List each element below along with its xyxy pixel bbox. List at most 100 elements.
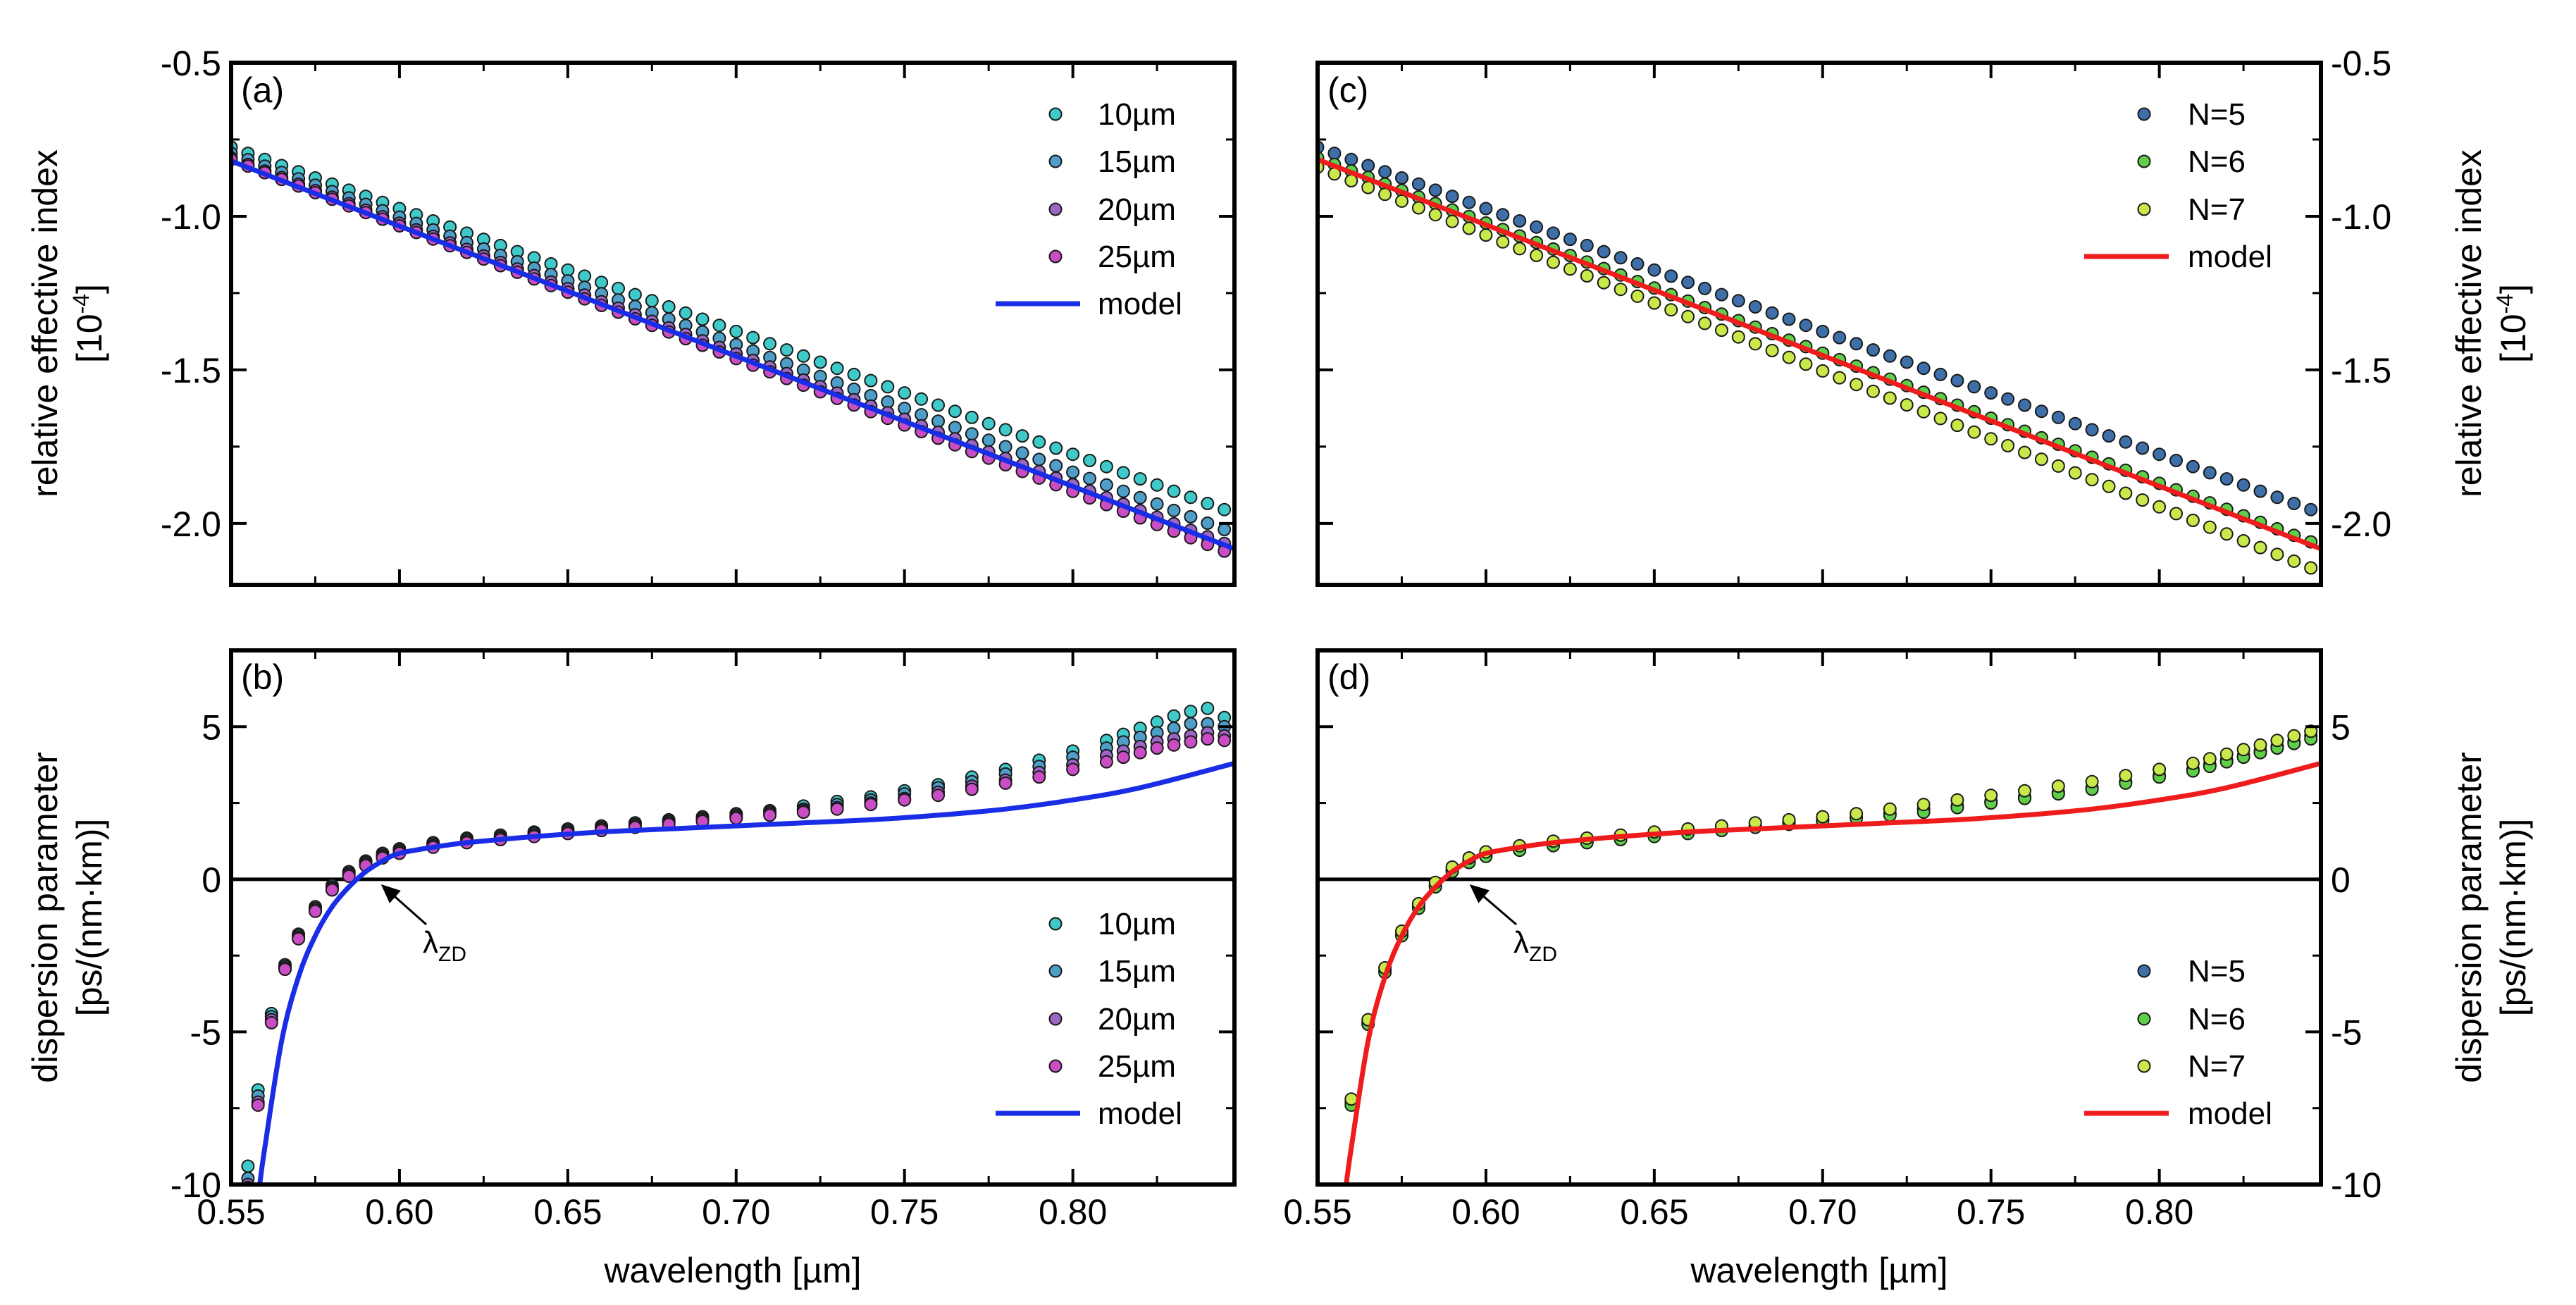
panel-d-annotation: λZD bbox=[1469, 884, 1557, 966]
data-point-25um bbox=[264, 1015, 278, 1029]
data-point-10um bbox=[864, 373, 878, 388]
data-point-n7 bbox=[2018, 784, 2031, 798]
panel-b-annotation: λZD bbox=[380, 884, 466, 966]
data-point-25um bbox=[729, 811, 743, 825]
data-point-n5 bbox=[2136, 441, 2150, 455]
legend-item-n6: N=6 bbox=[2137, 144, 2246, 179]
data-point-10um bbox=[948, 404, 962, 419]
data-point-n5 bbox=[1361, 159, 1375, 173]
x-axis-label-left: wavelength [µm] bbox=[603, 1251, 861, 1290]
y-axis-label-top-right: relative effective index [10-4] bbox=[2449, 149, 2533, 497]
data-point-n7 bbox=[2270, 734, 2284, 748]
data-point-25um bbox=[251, 1098, 265, 1112]
data-point-25um bbox=[796, 805, 810, 820]
y-tick-label: -1.5 bbox=[2331, 351, 2391, 390]
data-point-n5 bbox=[1479, 202, 1493, 216]
data-point-15um bbox=[915, 408, 929, 422]
data-point-n5 bbox=[1428, 183, 1442, 197]
data-point-n5 bbox=[1850, 337, 1864, 351]
data-point-25um bbox=[763, 808, 777, 822]
data-point-n5 bbox=[1378, 165, 1392, 179]
legend-label: N=7 bbox=[2188, 1049, 2246, 1084]
data-point-n5 bbox=[2236, 478, 2250, 492]
data-point-15um bbox=[1066, 465, 1080, 479]
legend-label: model bbox=[2188, 240, 2272, 274]
x-tick-label: 0.80 bbox=[2125, 1192, 2193, 1232]
data-point-n5 bbox=[1933, 367, 1948, 381]
data-point-10um bbox=[1167, 709, 1181, 723]
data-point-n7 bbox=[2034, 452, 2048, 466]
data-point-n5 bbox=[1714, 287, 1728, 302]
data-point-n7 bbox=[2287, 729, 2301, 743]
data-point-n7 bbox=[1597, 276, 1611, 290]
data-point-n7 bbox=[1664, 303, 1678, 317]
data-point-n5 bbox=[1496, 208, 1510, 222]
legend-label: 10µm bbox=[1098, 907, 1176, 941]
data-point-n5 bbox=[1866, 343, 1880, 357]
data-point-n7 bbox=[1580, 269, 1594, 283]
panel-b-data bbox=[231, 701, 1234, 1185]
legend-item-20um: 20µm bbox=[1048, 1002, 1176, 1037]
panel-c-frame bbox=[1315, 61, 2323, 587]
data-point-10um bbox=[763, 337, 777, 351]
data-point-n5 bbox=[1833, 330, 1847, 345]
data-point-n7 bbox=[1967, 425, 1981, 439]
y-label-line2: [10-4] bbox=[2492, 284, 2533, 363]
legend-label: 25µm bbox=[1098, 240, 1176, 274]
data-point-10um bbox=[998, 423, 1013, 437]
data-point-n7 bbox=[1950, 419, 1964, 433]
data-point-n7 bbox=[1411, 201, 1425, 215]
data-point-n7 bbox=[2102, 479, 2116, 493]
data-point-n7 bbox=[1916, 798, 1931, 812]
data-point-n7 bbox=[2219, 747, 2234, 761]
data-point-n5 bbox=[1799, 318, 1813, 333]
legend-label: model bbox=[2188, 1096, 2272, 1131]
data-point-n7 bbox=[2153, 500, 2167, 514]
x-tick-label: 0.60 bbox=[1451, 1192, 1520, 1232]
data-point-n7 bbox=[2253, 540, 2267, 555]
data-point-n7 bbox=[2051, 779, 2065, 793]
data-point-n7 bbox=[1883, 391, 1897, 405]
y-tick-label: -1.5 bbox=[161, 351, 221, 390]
data-point-n5 bbox=[1748, 300, 1762, 314]
data-point-15um bbox=[1015, 446, 1029, 460]
data-point-25um bbox=[830, 802, 844, 816]
data-point-n5 bbox=[2270, 490, 2284, 505]
data-point-15um bbox=[1184, 509, 1198, 524]
panel-c-ticks: -0.5 -1.0 -1.5 -2.0 bbox=[1316, 44, 2391, 585]
legend-item-n7: N=7 bbox=[2137, 192, 2246, 227]
data-point-n7 bbox=[1799, 357, 1813, 371]
legend-item-model: model bbox=[2084, 240, 2272, 274]
data-point-n7 bbox=[2236, 743, 2250, 757]
legend-label: N=5 bbox=[2188, 954, 2246, 989]
data-point-15um bbox=[1201, 517, 1215, 530]
data-point-10um bbox=[881, 380, 895, 394]
model-line bbox=[257, 760, 1234, 1185]
panel-c-legend: N=5 N=6 N=7 model bbox=[2084, 97, 2272, 274]
data-point-n5 bbox=[2001, 392, 2015, 406]
x-tick-label: 0.55 bbox=[1283, 1192, 1351, 1232]
data-point-n7 bbox=[2018, 445, 2031, 459]
legend-item-15um: 15µm bbox=[1048, 954, 1176, 989]
y-tick-label: -5 bbox=[190, 1013, 221, 1052]
data-point-n7 bbox=[1630, 289, 1645, 303]
y-axis-label-bottom-left: dispersion parameter [ps/(nm·km)] bbox=[25, 752, 109, 1083]
y-tick-label: -5 bbox=[2331, 1013, 2362, 1052]
y-tick-label: 0 bbox=[202, 860, 221, 900]
data-point-15um bbox=[1083, 471, 1096, 485]
data-point-n5 bbox=[1513, 214, 1527, 228]
panel-d-data bbox=[1318, 724, 2321, 1185]
data-point-n5 bbox=[2051, 410, 2065, 424]
data-point-10um bbox=[1184, 705, 1198, 719]
y-tick-label: -10 bbox=[2331, 1165, 2382, 1205]
data-point-25um bbox=[1116, 750, 1130, 765]
panel-a-data bbox=[231, 140, 1234, 558]
data-point-25um bbox=[1133, 746, 1147, 760]
data-point-25um bbox=[1218, 734, 1232, 748]
data-point-n7 bbox=[1933, 412, 1948, 426]
legend-label: 10µm bbox=[1098, 97, 1176, 132]
data-point-n5 bbox=[1816, 324, 1830, 338]
data-point-n7 bbox=[1765, 344, 1779, 357]
